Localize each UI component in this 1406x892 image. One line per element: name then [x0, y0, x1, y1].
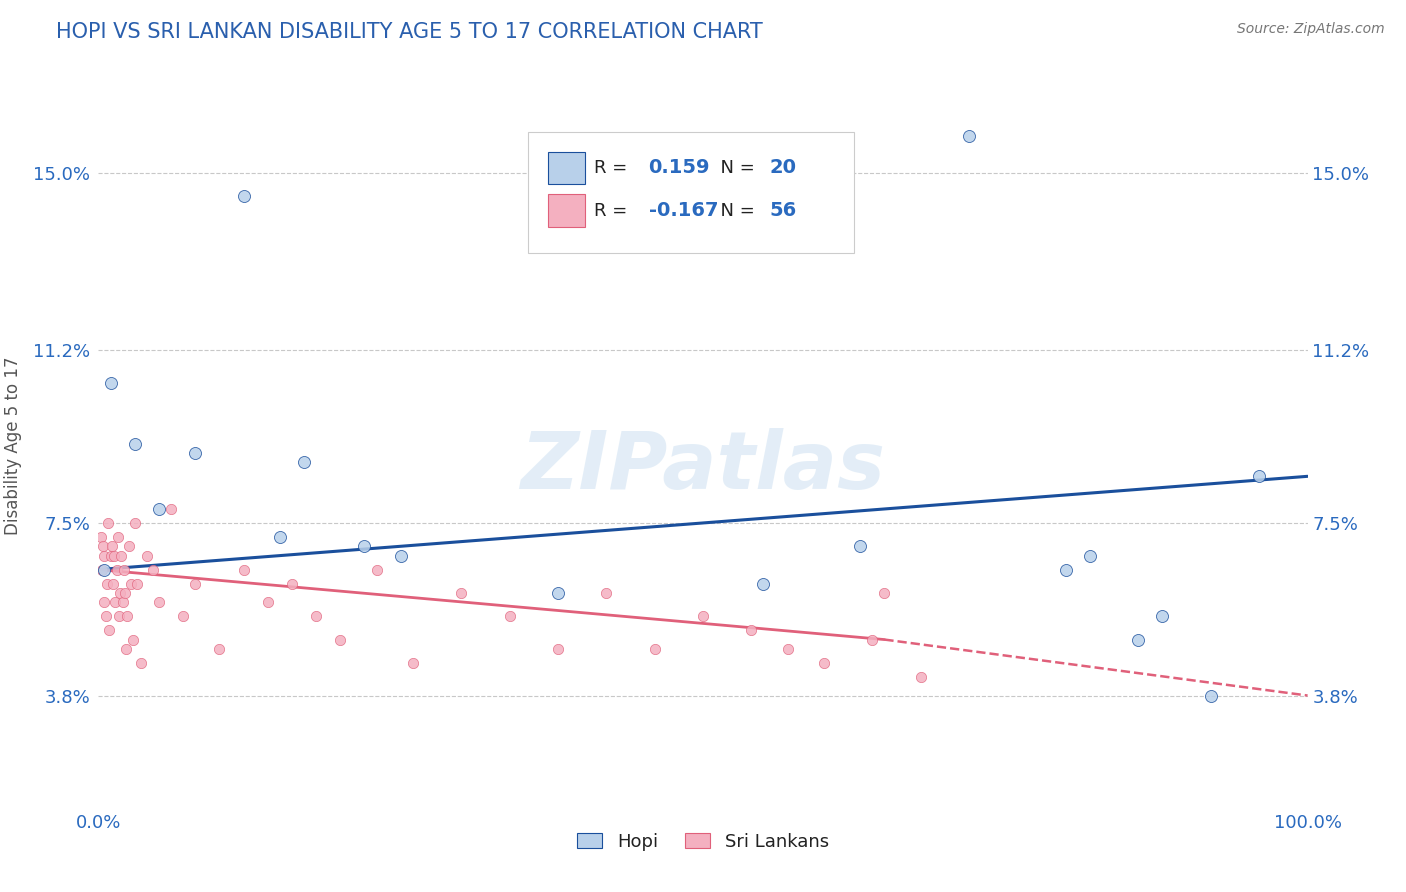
Text: 56: 56 — [769, 201, 797, 220]
Point — [389, 549, 412, 563]
Point — [112, 563, 135, 577]
Point — [184, 576, 207, 591]
Point — [498, 609, 520, 624]
Point — [776, 641, 799, 656]
Point — [107, 530, 129, 544]
Point — [873, 586, 896, 600]
Point — [232, 189, 254, 203]
Point — [256, 595, 278, 609]
FancyBboxPatch shape — [548, 152, 585, 184]
Point — [91, 563, 114, 577]
Point — [91, 539, 114, 553]
Point — [122, 632, 145, 647]
Text: R =: R = — [595, 202, 633, 219]
Point — [172, 609, 194, 624]
Text: R =: R = — [595, 159, 633, 177]
Text: 0.159: 0.159 — [648, 158, 710, 178]
Point — [860, 632, 883, 647]
Point — [1128, 632, 1150, 647]
Point — [305, 609, 328, 624]
FancyBboxPatch shape — [527, 132, 855, 253]
Point — [110, 549, 132, 563]
Text: ZIPatlas: ZIPatlas — [520, 428, 886, 507]
Point — [93, 563, 115, 577]
Point — [595, 586, 617, 600]
Point — [547, 586, 569, 600]
Y-axis label: Disability Age 5 to 17: Disability Age 5 to 17 — [4, 357, 22, 535]
Text: N =: N = — [709, 202, 761, 219]
Text: 20: 20 — [769, 158, 797, 178]
Point — [692, 609, 714, 624]
Point — [93, 595, 115, 609]
Point — [115, 641, 138, 656]
Point — [813, 656, 835, 670]
Point — [740, 624, 762, 638]
Point — [96, 576, 118, 591]
Point — [105, 563, 128, 577]
Point — [269, 530, 291, 544]
Point — [108, 609, 131, 624]
Point — [160, 502, 183, 516]
Text: HOPI VS SRI LANKAN DISABILITY AGE 5 TO 17 CORRELATION CHART: HOPI VS SRI LANKAN DISABILITY AGE 5 TO 1… — [56, 22, 763, 42]
Point — [142, 563, 165, 577]
Point — [184, 446, 207, 460]
Point — [94, 609, 117, 624]
Legend: Hopi, Sri Lankans: Hopi, Sri Lankans — [569, 826, 837, 858]
Point — [100, 539, 122, 553]
Point — [366, 563, 388, 577]
Point — [127, 576, 149, 591]
Point — [93, 549, 115, 563]
FancyBboxPatch shape — [548, 194, 585, 227]
Point — [547, 641, 569, 656]
Point — [450, 586, 472, 600]
Point — [232, 563, 254, 577]
Point — [148, 595, 170, 609]
Point — [644, 641, 666, 656]
Point — [1199, 689, 1222, 703]
Point — [292, 455, 315, 469]
Point — [100, 549, 122, 563]
Point — [114, 586, 136, 600]
Point — [281, 576, 304, 591]
Point — [135, 549, 157, 563]
Point — [101, 576, 124, 591]
Point — [1054, 563, 1077, 577]
Point — [353, 539, 375, 553]
Point — [124, 516, 146, 530]
Text: Source: ZipAtlas.com: Source: ZipAtlas.com — [1237, 22, 1385, 37]
Point — [752, 576, 775, 591]
Point — [208, 641, 231, 656]
Point — [124, 436, 146, 450]
Point — [103, 549, 125, 563]
Text: -0.167: -0.167 — [648, 201, 718, 220]
Text: N =: N = — [709, 159, 761, 177]
Point — [90, 530, 112, 544]
Point — [108, 586, 131, 600]
Point — [1249, 469, 1271, 483]
Point — [957, 128, 980, 143]
Point — [98, 624, 121, 638]
Point — [1152, 609, 1174, 624]
Point — [118, 539, 141, 553]
Point — [100, 376, 122, 390]
Point — [329, 632, 352, 647]
Point — [97, 516, 120, 530]
Point — [849, 539, 872, 553]
Point — [402, 656, 425, 670]
Point — [1078, 549, 1101, 563]
Point — [111, 595, 134, 609]
Point — [104, 595, 127, 609]
Point — [910, 670, 932, 684]
Point — [148, 502, 170, 516]
Point — [120, 576, 142, 591]
Point — [117, 609, 139, 624]
Point — [129, 656, 152, 670]
